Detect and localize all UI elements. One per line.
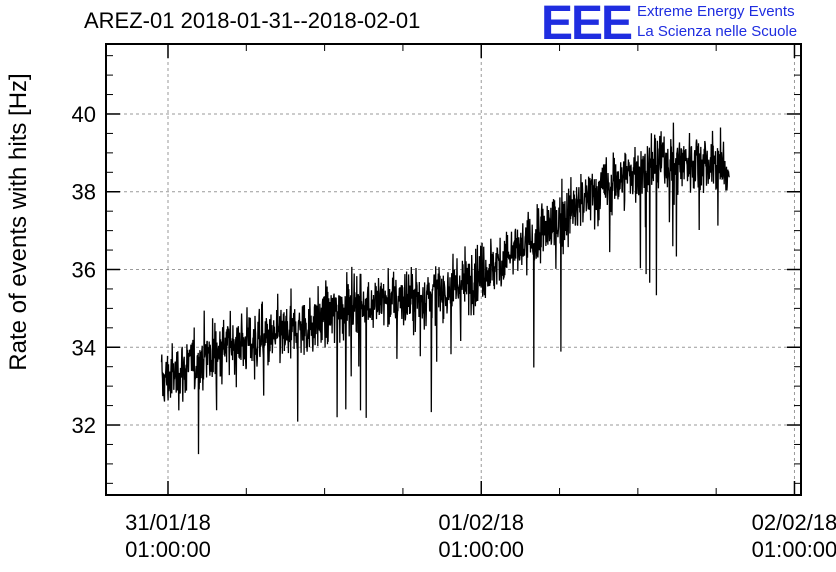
y-tick-label: 38 [72,180,96,205]
x-tick-label-time: 01:00:00 [752,537,836,562]
axis-ticks [106,44,801,495]
x-tick-label-date: 31/01/18 [125,510,211,535]
chart-title: AREZ-01 2018-01-31--2018-02-01 [84,8,421,33]
logo-line-1: Extreme Energy Events [637,3,795,20]
x-tick-label-date: 02/02/18 [752,510,836,535]
tick-labels: 323436384031/01/1801:00:0001/02/1801:00:… [72,102,836,562]
y-tick-label: 34 [72,335,96,360]
x-tick-label-time: 01:00:00 [125,537,211,562]
series-line-rate [160,122,730,455]
y-tick-label: 40 [72,102,96,127]
y-tick-label: 32 [72,413,96,438]
eee-logo: EEE [541,0,633,50]
y-tick-label: 36 [72,258,96,283]
x-tick-label-time: 01:00:00 [438,537,524,562]
logo-line-2: La Scienza nelle Scuole [637,23,798,40]
x-tick-label-date: 01/02/18 [438,510,524,535]
